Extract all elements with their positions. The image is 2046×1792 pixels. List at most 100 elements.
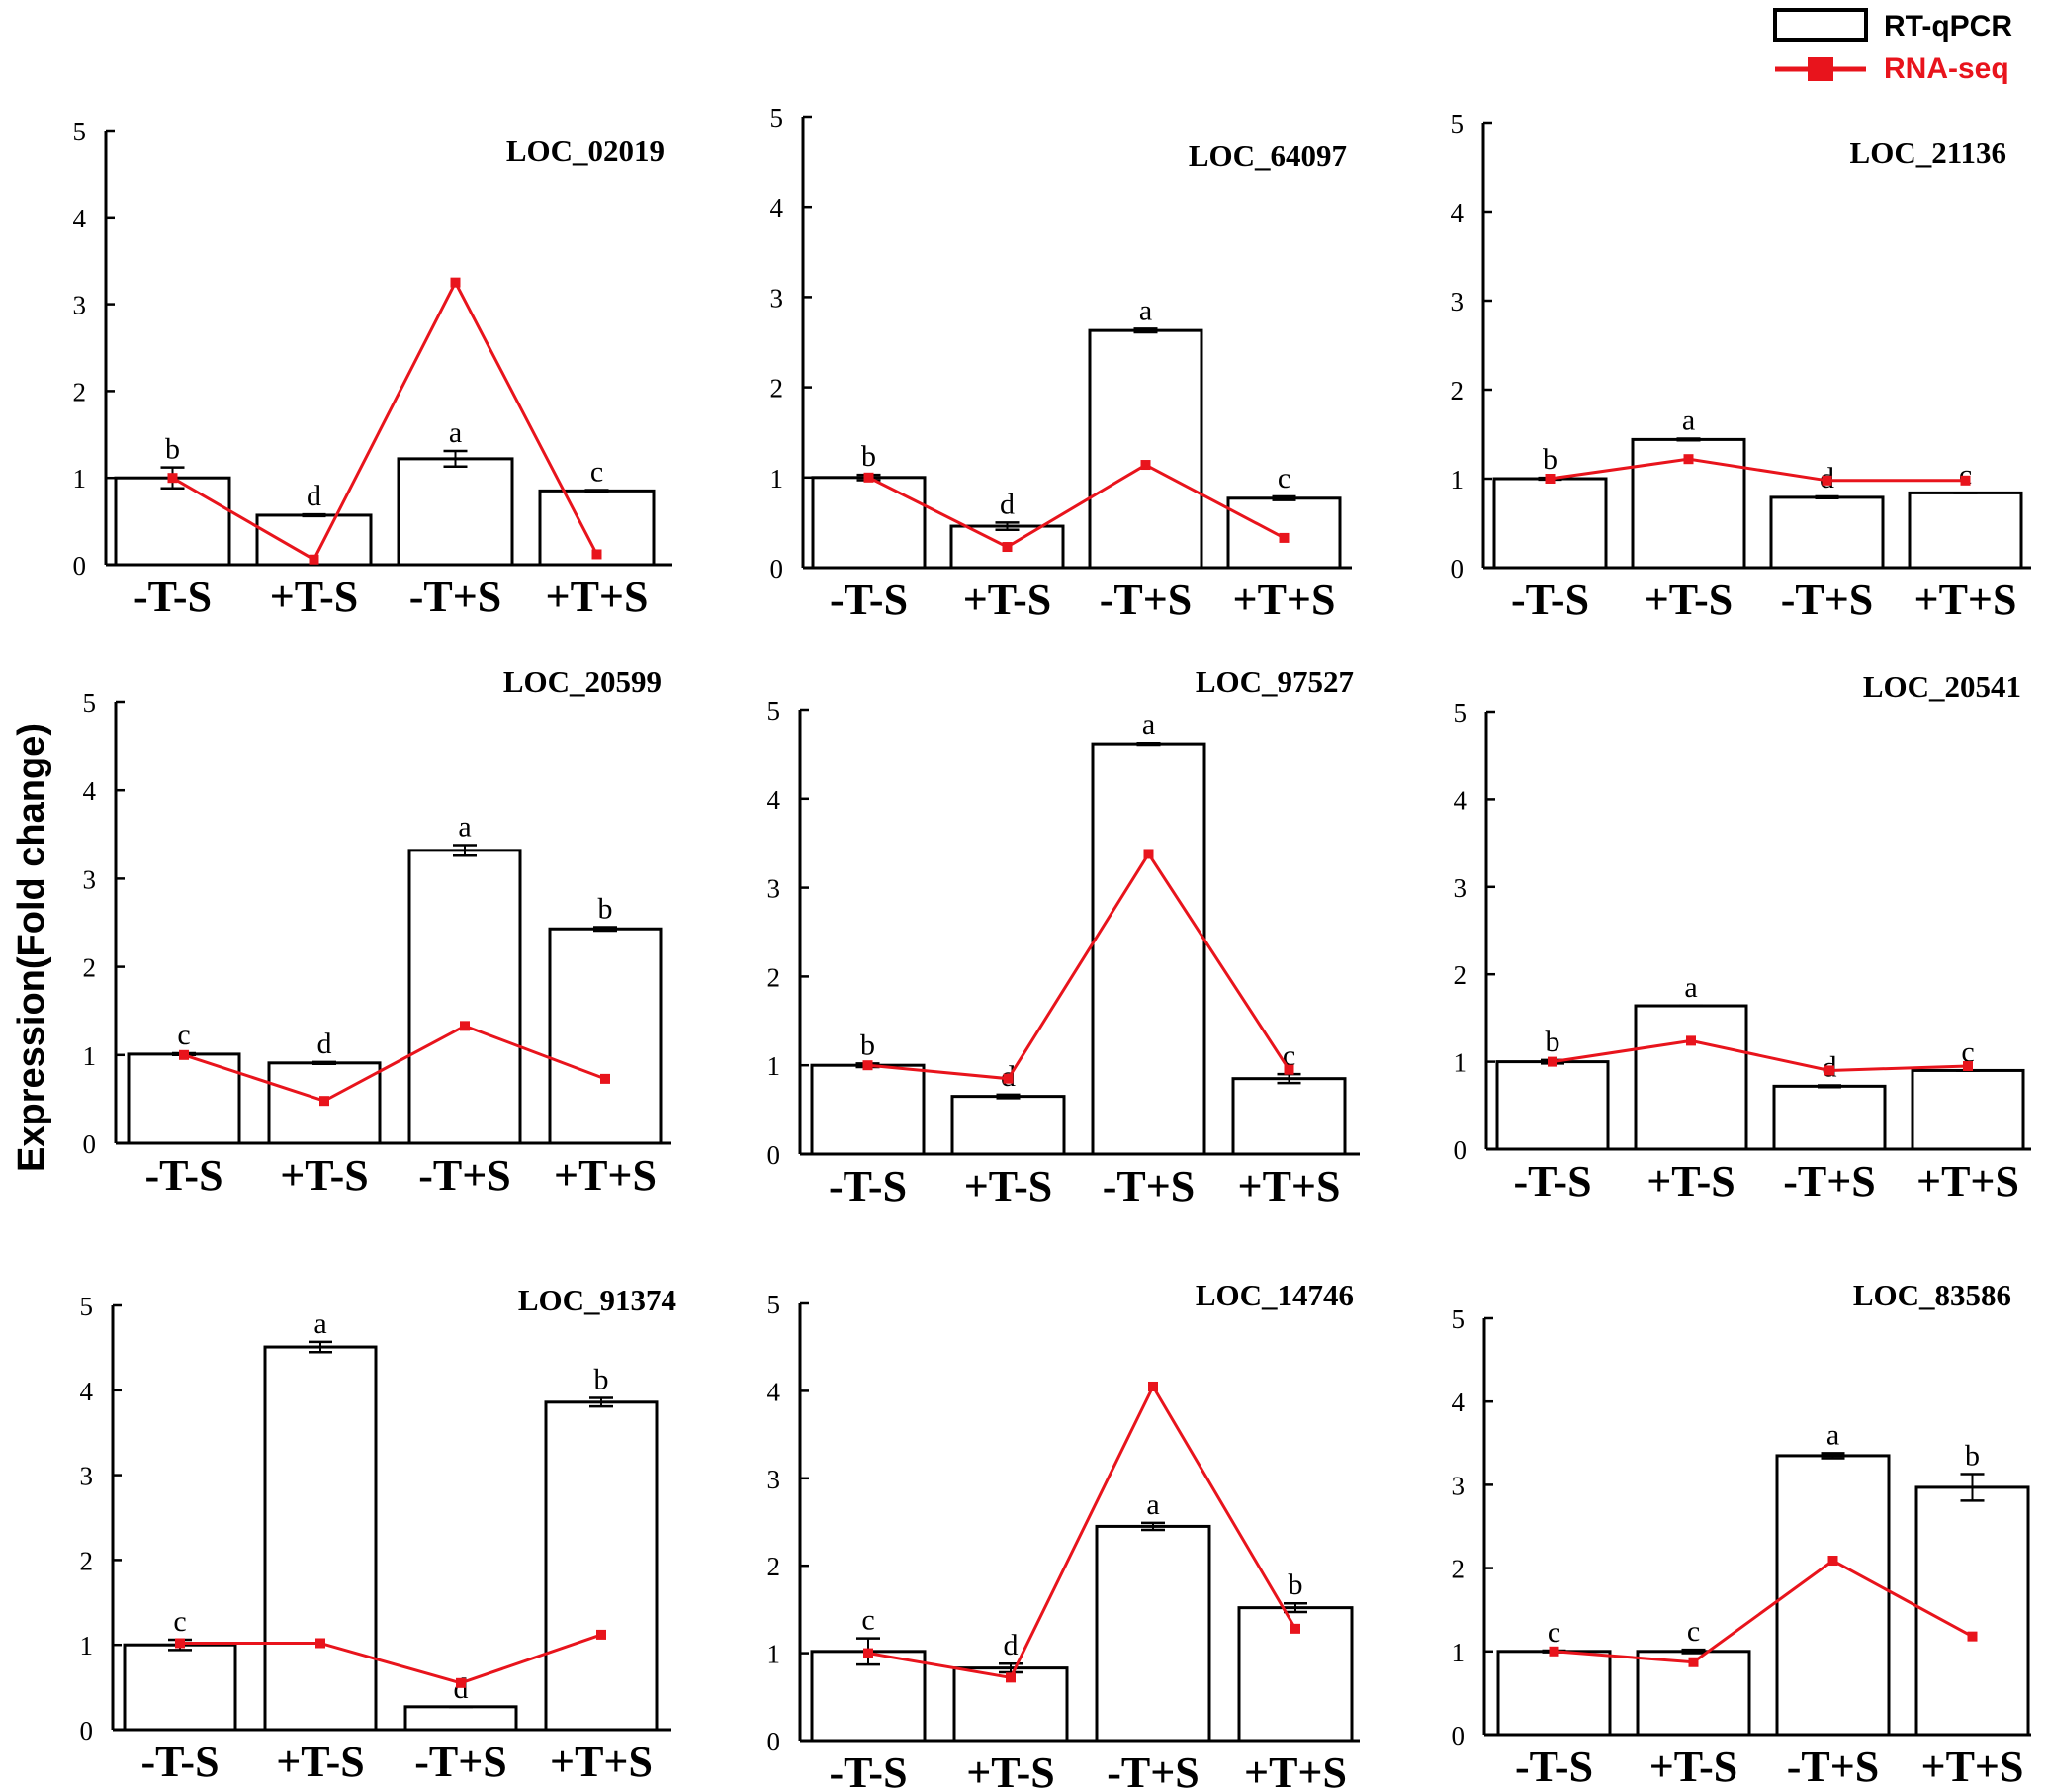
significance-label: d bbox=[454, 1672, 469, 1705]
y-tick-label: 2 bbox=[80, 1546, 94, 1575]
rnaseq-point bbox=[1148, 1381, 1158, 1391]
x-tick-label: +T+S bbox=[1233, 576, 1336, 624]
x-tick-label: -T+S bbox=[1103, 1162, 1196, 1210]
x-tick-label: -T-S bbox=[1515, 1743, 1593, 1791]
significance-label: b bbox=[1965, 1439, 1980, 1472]
y-tick-label: 0 bbox=[1452, 1721, 1466, 1750]
rnaseq-point bbox=[1688, 1657, 1699, 1667]
y-tick-label: 3 bbox=[73, 291, 87, 320]
rnaseq-line bbox=[1552, 1038, 1969, 1072]
rnaseq-line bbox=[180, 1633, 602, 1685]
rnaseq-point bbox=[1683, 454, 1694, 465]
y-tick-label: 5 bbox=[1454, 698, 1468, 728]
significance-label: c bbox=[590, 455, 603, 488]
y-tick-label: 3 bbox=[1454, 873, 1468, 903]
y-tick-label: 5 bbox=[770, 103, 784, 133]
chart-title: LOC_20541 bbox=[1863, 670, 2021, 704]
bar bbox=[1496, 1650, 1612, 1737]
y-tick-label: 0 bbox=[770, 554, 784, 583]
x-tick-label: -T+S bbox=[418, 1151, 511, 1200]
chart-title: LOC_02019 bbox=[506, 134, 665, 168]
significance-label: c bbox=[1548, 1616, 1560, 1649]
rnaseq-point bbox=[1548, 1056, 1557, 1067]
y-tick-label: 5 bbox=[767, 696, 781, 726]
rnaseq-point bbox=[1824, 1065, 1834, 1076]
rnaseq-line bbox=[1554, 1559, 1974, 1664]
bar bbox=[1088, 328, 1203, 570]
y-tick-label: 2 bbox=[1451, 376, 1465, 405]
significance-label: a bbox=[449, 416, 462, 449]
chart-title: LOC_14746 bbox=[1196, 1278, 1354, 1312]
x-tick-label: +T-S bbox=[966, 1748, 1055, 1792]
x-tick-label: -T+S bbox=[1100, 576, 1193, 624]
x-tick-label: +T-S bbox=[280, 1151, 369, 1200]
legend-line-marker bbox=[1808, 57, 1833, 81]
rnaseq-point bbox=[1002, 542, 1013, 553]
bar bbox=[403, 1705, 518, 1732]
x-tick-label: +T-S bbox=[1645, 576, 1734, 624]
y-tick-label: 5 bbox=[73, 117, 87, 146]
y-tick-label: 0 bbox=[83, 1129, 97, 1159]
rnaseq-point bbox=[1822, 475, 1832, 486]
y-tick-label: 4 bbox=[767, 1377, 781, 1406]
y-tick-label: 1 bbox=[73, 464, 87, 493]
y-tick-label: 1 bbox=[770, 464, 784, 493]
x-tick-label: +T-S bbox=[963, 576, 1052, 624]
significance-label: d bbox=[1004, 1629, 1019, 1661]
y-tick-label: 2 bbox=[767, 962, 781, 992]
rnaseq-point bbox=[175, 1638, 185, 1649]
y-tick-label: 1 bbox=[1451, 465, 1465, 494]
rnaseq-point bbox=[591, 549, 602, 560]
rnaseq-point bbox=[862, 1060, 873, 1071]
x-tick-label: +T-S bbox=[1649, 1743, 1738, 1791]
significance-label: a bbox=[1682, 404, 1695, 437]
significance-label: a bbox=[313, 1307, 326, 1340]
y-tick-label: 3 bbox=[80, 1462, 94, 1491]
significance-label: c bbox=[177, 1019, 190, 1051]
x-tick-label: +T+S bbox=[546, 573, 649, 621]
x-tick-label: +T-S bbox=[276, 1738, 365, 1786]
rnaseq-line bbox=[867, 1383, 1297, 1680]
y-tick-label: 3 bbox=[767, 1465, 781, 1494]
significance-label: d bbox=[1000, 488, 1015, 520]
y-tick-label: 2 bbox=[1452, 1555, 1466, 1584]
x-tick-label: +T+S bbox=[554, 1151, 657, 1200]
chart-title: LOC_91374 bbox=[518, 1283, 676, 1317]
x-tick-label: +T-S bbox=[964, 1162, 1053, 1210]
rnaseq-point bbox=[450, 277, 461, 288]
significance-label: a bbox=[1142, 708, 1155, 741]
rnaseq-point bbox=[1143, 849, 1154, 859]
x-tick-label: -T-S bbox=[1513, 1157, 1591, 1206]
rnaseq-point bbox=[309, 554, 319, 565]
y-tick-label: 4 bbox=[770, 193, 784, 223]
x-tick-label: +T+S bbox=[550, 1738, 653, 1786]
significance-label: c bbox=[1959, 458, 1972, 491]
rnaseq-point bbox=[1279, 532, 1290, 543]
bar bbox=[1231, 1077, 1347, 1156]
x-tick-label: -T+S bbox=[414, 1738, 507, 1786]
bar bbox=[127, 1052, 241, 1145]
y-tick-label: 3 bbox=[770, 283, 784, 313]
bar bbox=[1226, 496, 1342, 570]
bar bbox=[263, 1345, 378, 1732]
bar bbox=[811, 476, 927, 570]
y-tick-label: 1 bbox=[1452, 1638, 1466, 1667]
y-tick-label: 3 bbox=[1451, 287, 1465, 316]
y-tick-label: 3 bbox=[767, 874, 781, 904]
y-tick-label: 0 bbox=[73, 551, 87, 581]
bar bbox=[1772, 1084, 1887, 1151]
y-tick-label: 1 bbox=[767, 1051, 781, 1081]
bar bbox=[548, 927, 663, 1145]
y-tick-label: 2 bbox=[767, 1552, 781, 1581]
significance-label: b bbox=[861, 440, 876, 473]
bar bbox=[1091, 742, 1206, 1156]
x-tick-label: -T-S bbox=[829, 1748, 907, 1792]
bar bbox=[397, 457, 514, 567]
